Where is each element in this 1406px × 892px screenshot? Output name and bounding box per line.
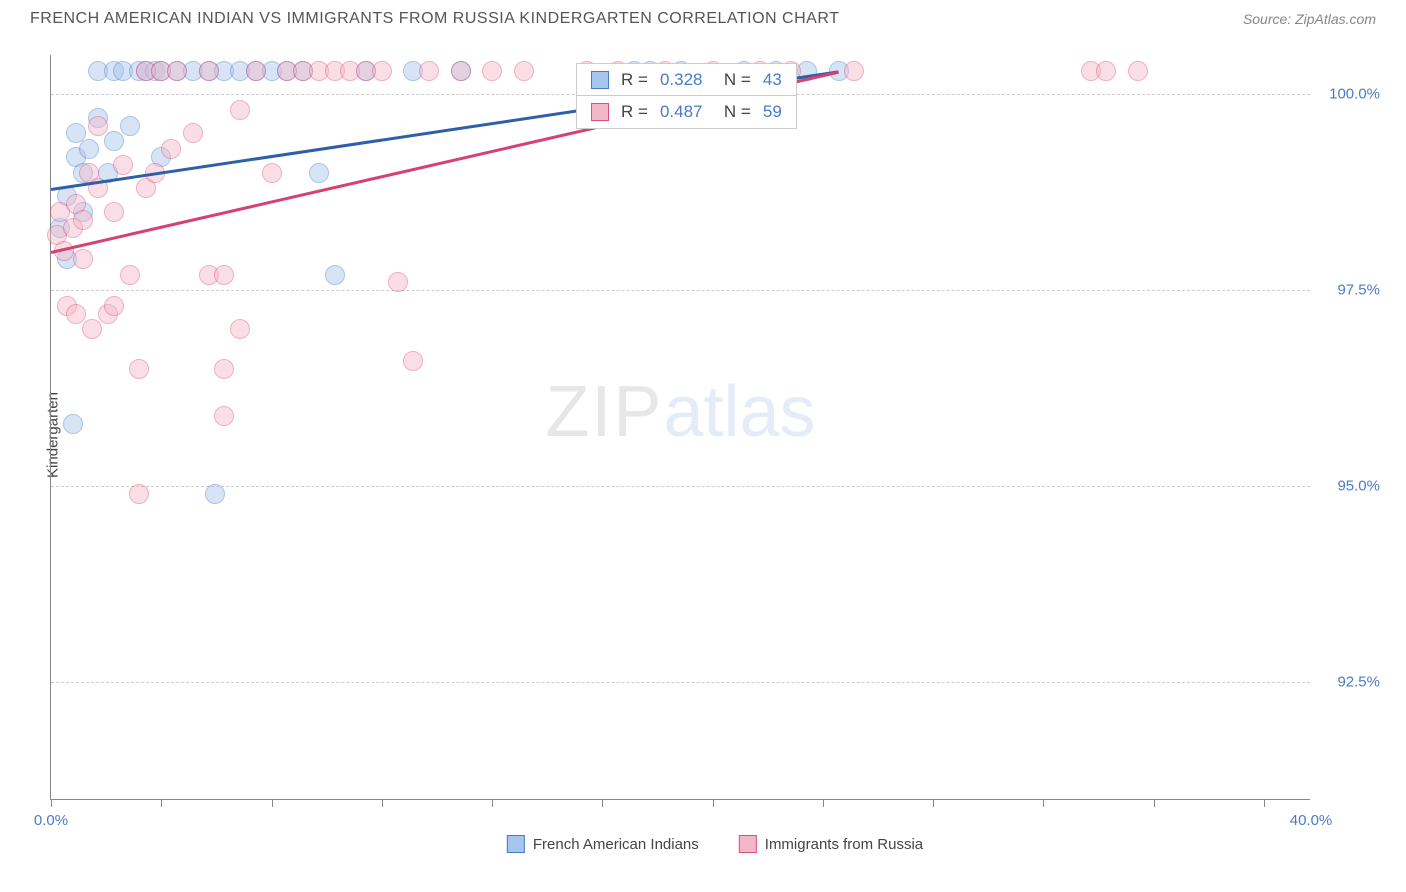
stats-n-label: N = [714,70,750,90]
chart-title: FRENCH AMERICAN INDIAN VS IMMIGRANTS FRO… [30,10,839,28]
data-point [167,61,187,81]
data-point [372,61,392,81]
legend-swatch-icon [507,835,525,853]
data-point [309,163,329,183]
data-point [388,272,408,292]
data-point [73,249,93,269]
x-tick [272,799,273,807]
x-tick-label: 40.0% [1290,812,1333,829]
x-tick [161,799,162,807]
data-point [113,155,133,175]
gridline [51,290,1310,291]
stats-r-value: 0.328 [660,70,703,90]
x-tick [1043,799,1044,807]
watermark-atlas: atlas [663,372,815,452]
data-point [514,61,534,81]
data-point [214,265,234,285]
stats-box: R = 0.328 N = 43 [576,63,797,97]
data-point [451,61,471,81]
y-tick-label: 95.0% [1337,478,1380,495]
stats-box: R = 0.487 N = 59 [576,95,797,129]
legend-swatch-icon [739,835,757,853]
data-point [120,265,140,285]
data-point [1096,61,1116,81]
x-tick [382,799,383,807]
data-point [262,163,282,183]
data-point [1128,61,1148,81]
data-point [325,265,345,285]
data-point [214,406,234,426]
data-point [82,319,102,339]
data-point [79,139,99,159]
data-point [183,123,203,143]
data-point [214,359,234,379]
scatter-plot: ZIPatlas 92.5%95.0%97.5%100.0%0.0%40.0%R… [50,55,1310,800]
y-tick-label: 92.5% [1337,674,1380,691]
legend-label: Immigrants from Russia [765,836,923,853]
x-tick [713,799,714,807]
y-tick-label: 100.0% [1329,86,1380,103]
stats-n-value: 43 [763,70,782,90]
data-point [205,484,225,504]
source-attribution: Source: ZipAtlas.com [1243,11,1376,27]
stats-r-label: R = [621,70,648,90]
data-point [120,116,140,136]
stats-n-value: 59 [763,102,782,122]
data-point [199,61,219,81]
data-point [129,359,149,379]
y-tick-label: 97.5% [1337,282,1380,299]
data-point [104,296,124,316]
data-point [129,484,149,504]
x-tick [51,799,52,807]
watermark: ZIPatlas [545,371,815,453]
chart-area: Kindergarten ZIPatlas 92.5%95.0%97.5%100… [50,55,1380,815]
data-point [88,116,108,136]
data-point [419,61,439,81]
data-point [73,210,93,230]
data-point [230,100,250,120]
data-point [104,131,124,151]
x-tick-label: 0.0% [34,812,68,829]
data-point [230,319,250,339]
stats-swatch-icon [591,103,609,121]
legend-item-series-b: Immigrants from Russia [739,835,923,853]
data-point [104,202,124,222]
legend-label: French American Indians [533,836,699,853]
x-tick [602,799,603,807]
legend: French American Indians Immigrants from … [507,835,923,853]
data-point [403,351,423,371]
header: FRENCH AMERICAN INDIAN VS IMMIGRANTS FRO… [0,0,1406,33]
data-point [482,61,502,81]
x-tick [933,799,934,807]
x-tick [1264,799,1265,807]
data-point [844,61,864,81]
stats-r-label: R = [621,102,648,122]
legend-item-series-a: French American Indians [507,835,699,853]
gridline [51,486,1310,487]
x-tick [492,799,493,807]
x-tick [1154,799,1155,807]
stats-n-label: N = [714,102,750,122]
data-point [66,304,86,324]
watermark-zip: ZIP [545,372,663,452]
data-point [161,139,181,159]
stats-swatch-icon [591,71,609,89]
gridline [51,682,1310,683]
stats-r-value: 0.487 [660,102,703,122]
x-tick [823,799,824,807]
data-point [246,61,266,81]
data-point [63,414,83,434]
